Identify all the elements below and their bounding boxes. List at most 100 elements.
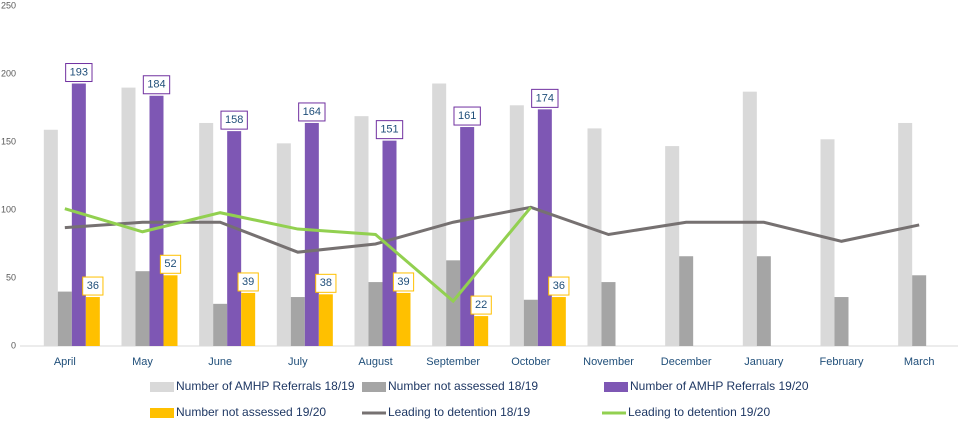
- y-tick-label: 50: [6, 272, 16, 282]
- data-label-text: 36: [553, 280, 565, 292]
- data-label-text: 174: [536, 92, 554, 104]
- y-tick-label: 100: [1, 204, 16, 214]
- legend-swatch: [604, 382, 628, 392]
- data-label-box: [531, 88, 559, 108]
- bar: [537, 109, 552, 346]
- bar: [474, 316, 489, 346]
- data-label-text: 164: [303, 106, 321, 118]
- data-label-text: 158: [225, 114, 243, 126]
- legend-label: Number not assessed 18/19: [388, 379, 538, 393]
- bar: [820, 139, 835, 346]
- bar: [742, 91, 757, 347]
- bar: [163, 275, 178, 346]
- x-tick-label: July: [288, 356, 308, 368]
- bar: [241, 292, 256, 346]
- bar: [523, 299, 538, 346]
- bar: [679, 256, 694, 346]
- y-tick-label: 150: [1, 136, 16, 146]
- legend-label: Number not assessed 19/20: [176, 405, 326, 419]
- bar: [396, 292, 411, 346]
- bar: [57, 291, 72, 346]
- data-label-text: 39: [242, 276, 254, 288]
- y-tick-label: 200: [1, 68, 16, 78]
- data-label-box: [298, 102, 326, 122]
- bar: [756, 256, 771, 346]
- x-tick-label: May: [132, 356, 153, 368]
- legend-label: Number of AMHP Referrals 18/19: [176, 379, 355, 393]
- bar: [199, 122, 214, 347]
- bar: [354, 116, 369, 346]
- data-label-text: 36: [87, 280, 99, 292]
- x-tick-label: August: [358, 356, 392, 368]
- data-label-box: [82, 276, 104, 296]
- data-label-box: [315, 273, 337, 293]
- data-label: 161: [453, 106, 481, 126]
- x-tick-label: March: [904, 356, 935, 368]
- bar: [85, 297, 100, 346]
- x-tick-label: April: [54, 356, 76, 368]
- x-tick-label: June: [208, 356, 232, 368]
- bar: [446, 260, 461, 346]
- data-label-box: [392, 272, 415, 292]
- bar: [601, 282, 616, 346]
- data-label: 36: [82, 276, 104, 296]
- data-label-text: 193: [70, 66, 88, 78]
- bar: [432, 83, 447, 347]
- bar: [213, 303, 228, 346]
- data-label: 184: [142, 75, 171, 95]
- data-label: 22: [470, 295, 492, 315]
- bar: [43, 129, 58, 346]
- bar: [121, 87, 136, 346]
- data-label-text: 52: [164, 258, 176, 270]
- bar: [276, 143, 291, 346]
- bar: [368, 282, 383, 346]
- data-label-box: [142, 75, 171, 95]
- data-label-box: [548, 276, 570, 296]
- bar: [304, 122, 319, 347]
- legend-label: Leading to detention 19/20: [628, 405, 770, 419]
- data-label-box: [237, 272, 259, 292]
- bar: [587, 128, 602, 346]
- data-label-box: [375, 120, 404, 140]
- data-label: 38: [315, 273, 337, 293]
- legend-label: Number of AMHP Referrals 19/20: [630, 379, 809, 393]
- data-label: 164: [298, 102, 326, 122]
- line: [64, 206, 532, 304]
- data-label-text: 151: [380, 124, 398, 136]
- data-label-text: 161: [458, 110, 476, 122]
- data-label: 39: [392, 272, 415, 292]
- x-tick-label: September: [426, 356, 480, 368]
- data-label: 193: [65, 63, 93, 83]
- legend-label: Leading to detention 18/19: [388, 405, 530, 419]
- data-label-text: 39: [397, 276, 409, 288]
- x-tick-label: October: [511, 356, 550, 368]
- bar: [834, 297, 849, 346]
- bar: [227, 131, 242, 346]
- data-label-box: [470, 295, 492, 315]
- data-label: 36: [548, 276, 570, 296]
- y-tick-label: 0: [11, 340, 16, 350]
- y-tick-label: 250: [1, 0, 16, 10]
- data-label-text: 38: [320, 277, 332, 289]
- bar: [665, 146, 680, 346]
- data-label: 174: [531, 88, 559, 108]
- x-tick-label: January: [744, 356, 784, 368]
- bar: [318, 294, 333, 346]
- x-tick-label: February: [819, 356, 864, 368]
- data-label-box: [159, 254, 182, 274]
- x-tick-label: November: [583, 356, 634, 368]
- data-label: 39: [237, 272, 259, 292]
- bar: [551, 297, 566, 346]
- data-label-text: 184: [147, 79, 165, 91]
- bar: [460, 127, 475, 346]
- bar: [382, 140, 397, 346]
- data-label-box: [220, 110, 248, 130]
- legend-swatch: [150, 408, 174, 418]
- data-label: 52: [159, 254, 182, 274]
- data-label: 151: [375, 120, 404, 140]
- bar: [290, 297, 305, 346]
- bar: [912, 275, 927, 346]
- x-tick-label: December: [661, 356, 712, 368]
- bar: [898, 122, 913, 347]
